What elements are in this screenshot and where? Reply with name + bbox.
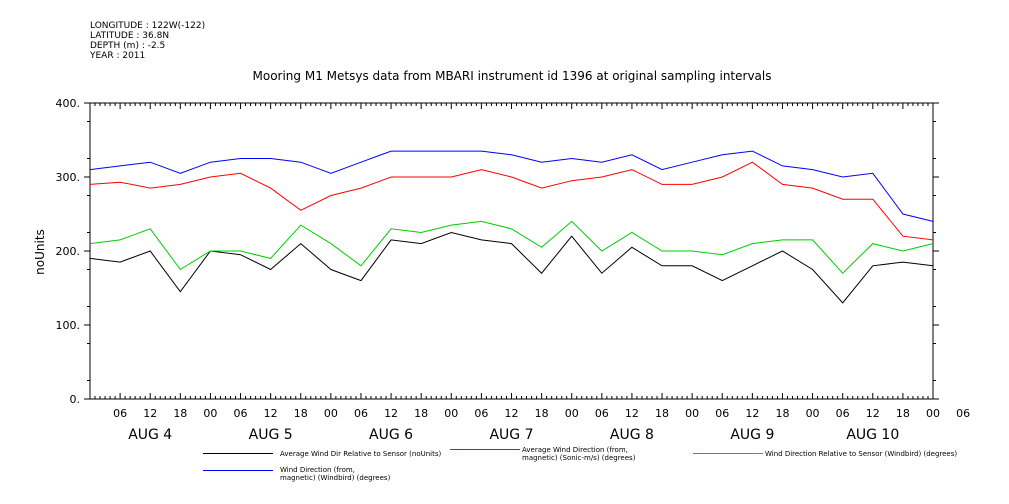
y-tick-label: 0. bbox=[70, 393, 81, 406]
x-hour-label: 06 bbox=[595, 407, 609, 420]
x-hour-label: 12 bbox=[143, 407, 157, 420]
x-hour-label: 12 bbox=[505, 407, 519, 420]
x-hour-label: 18 bbox=[173, 407, 187, 420]
x-hour-label: 00 bbox=[685, 407, 699, 420]
x-hour-label: 06 bbox=[354, 407, 368, 420]
x-hour-label: 06 bbox=[113, 407, 127, 420]
series-layer bbox=[89, 150, 934, 304]
depth-text: DEPTH (m) : -2.5 bbox=[90, 41, 166, 51]
x-hour-label: 18 bbox=[896, 407, 910, 420]
legend-swatch bbox=[203, 453, 273, 454]
x-hour-label: 00 bbox=[565, 407, 579, 420]
x-hour-label: 00 bbox=[926, 407, 940, 420]
x-hour-label: 00 bbox=[806, 407, 820, 420]
x-day-label: AUG 5 bbox=[249, 427, 293, 443]
x-day-label: AUG 8 bbox=[610, 427, 654, 443]
x-day-label: AUG 6 bbox=[369, 427, 413, 443]
series-line bbox=[89, 220, 934, 274]
chart-title: Mooring M1 Metsys data from MBARI instru… bbox=[253, 69, 772, 83]
x-hour-label: 18 bbox=[775, 407, 789, 420]
series-line bbox=[89, 161, 934, 241]
legend-swatch bbox=[450, 449, 520, 450]
y-tick-label: 400. bbox=[56, 97, 81, 110]
x-hour-label: 18 bbox=[655, 407, 669, 420]
legend-label: Wind Direction Relative to Sensor (Windb… bbox=[765, 450, 958, 458]
metadata-block: LONGITUDE : 122W(-122) LATITUDE : 36.8N … bbox=[90, 21, 205, 61]
legend-label: Wind Direction (from, magnetic) (Windbir… bbox=[280, 466, 391, 482]
x-day-label: AUG 10 bbox=[846, 427, 899, 443]
year-text: YEAR : 2011 bbox=[90, 51, 146, 61]
legend-swatch bbox=[203, 470, 273, 471]
x-hour-label: 12 bbox=[745, 407, 759, 420]
legend-label: Average Wind Direction (from, magnetic) … bbox=[522, 446, 636, 462]
longitude-text: LONGITUDE : 122W(-122) bbox=[90, 21, 206, 31]
series-line bbox=[89, 231, 934, 304]
x-hour-label: 06 bbox=[956, 407, 970, 420]
x-hour-label: 18 bbox=[414, 407, 428, 420]
x-day-label: AUG 9 bbox=[730, 427, 774, 443]
x-hour-label: 00 bbox=[444, 407, 458, 420]
x-hour-label: 12 bbox=[384, 407, 398, 420]
x-day-label: AUG 7 bbox=[489, 427, 533, 443]
x-hour-label: 12 bbox=[866, 407, 880, 420]
y-tick-label: 100. bbox=[56, 319, 81, 332]
x-hour-label: 12 bbox=[625, 407, 639, 420]
series-line bbox=[89, 150, 934, 222]
x-hour-label: 18 bbox=[294, 407, 308, 420]
x-day-label: AUG 4 bbox=[128, 427, 172, 443]
y-tick-label: 200. bbox=[56, 245, 81, 258]
x-hour-label: 06 bbox=[836, 407, 850, 420]
x-hour-label: 18 bbox=[535, 407, 549, 420]
legend-label: Average Wind Dir Relative to Sensor (noU… bbox=[280, 450, 442, 458]
x-hour-label: 00 bbox=[324, 407, 338, 420]
axis-layer: 0. 100. 200. 300. 400. 06 12 18 00 06 12 18 00 06 12 18… bbox=[56, 97, 971, 443]
x-hour-label: 12 bbox=[264, 407, 278, 420]
y-axis-label: noUnits bbox=[33, 229, 47, 275]
latitude-text: LATITUDE : 36.8N bbox=[90, 31, 170, 41]
x-hour-label: 06 bbox=[715, 407, 729, 420]
x-hour-label: 06 bbox=[234, 407, 248, 420]
x-hour-label: 06 bbox=[474, 407, 488, 420]
legend-swatch bbox=[693, 453, 763, 454]
y-tick-label: 300. bbox=[56, 171, 81, 184]
x-hour-label: 00 bbox=[203, 407, 217, 420]
